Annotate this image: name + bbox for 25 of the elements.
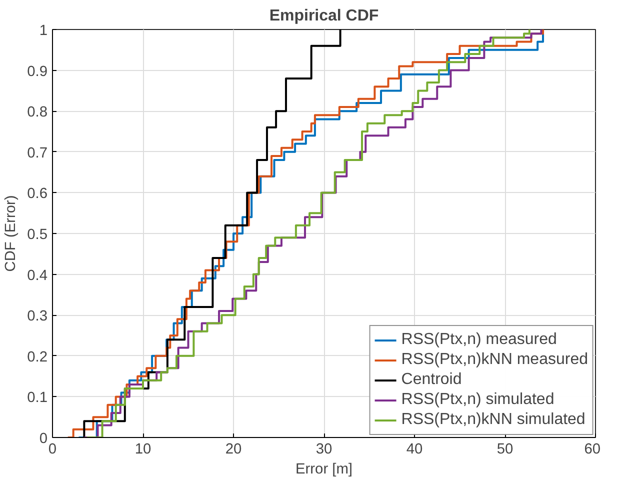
x-tick-label: 10 [134,442,152,458]
y-tick-label: 0.5 [27,227,48,243]
legend-label: RSS(Ptx,n)kNN measured [401,351,588,369]
y-tick-label: 0.6 [27,186,48,202]
x-axis-title: Error [m] [296,462,353,478]
chart-title: Empirical CDF [269,8,379,24]
x-tick-label: 20 [225,442,242,458]
y-tick-label: 0.1 [27,390,48,406]
y-tick-label: 0.8 [27,104,48,121]
y-tick-label: 0.4 [27,268,48,284]
x-tick-label: 60 [584,442,601,458]
legend-label: RSS(Ptx,n) simulated [401,391,554,409]
y-axis-title: CDF (Error) [3,195,20,272]
x-tick-label: 30 [316,442,332,458]
legend-label: Centroid [401,371,462,389]
y-tick-label: 0.2 [27,349,48,366]
legend-label: RSS(Ptx,n)kNN simulated [401,411,586,429]
y-tick-label: 1 [39,23,48,39]
x-tick-label: 50 [496,442,514,458]
y-tick-label: 0.9 [27,64,48,80]
x-tick-label: 40 [406,442,423,458]
y-tick-label: 0.7 [27,145,48,162]
legend-label: RSS(Ptx,n) measured [401,331,557,349]
y-tick-label: 0 [39,431,48,447]
y-tick-label: 0.3 [27,308,48,325]
